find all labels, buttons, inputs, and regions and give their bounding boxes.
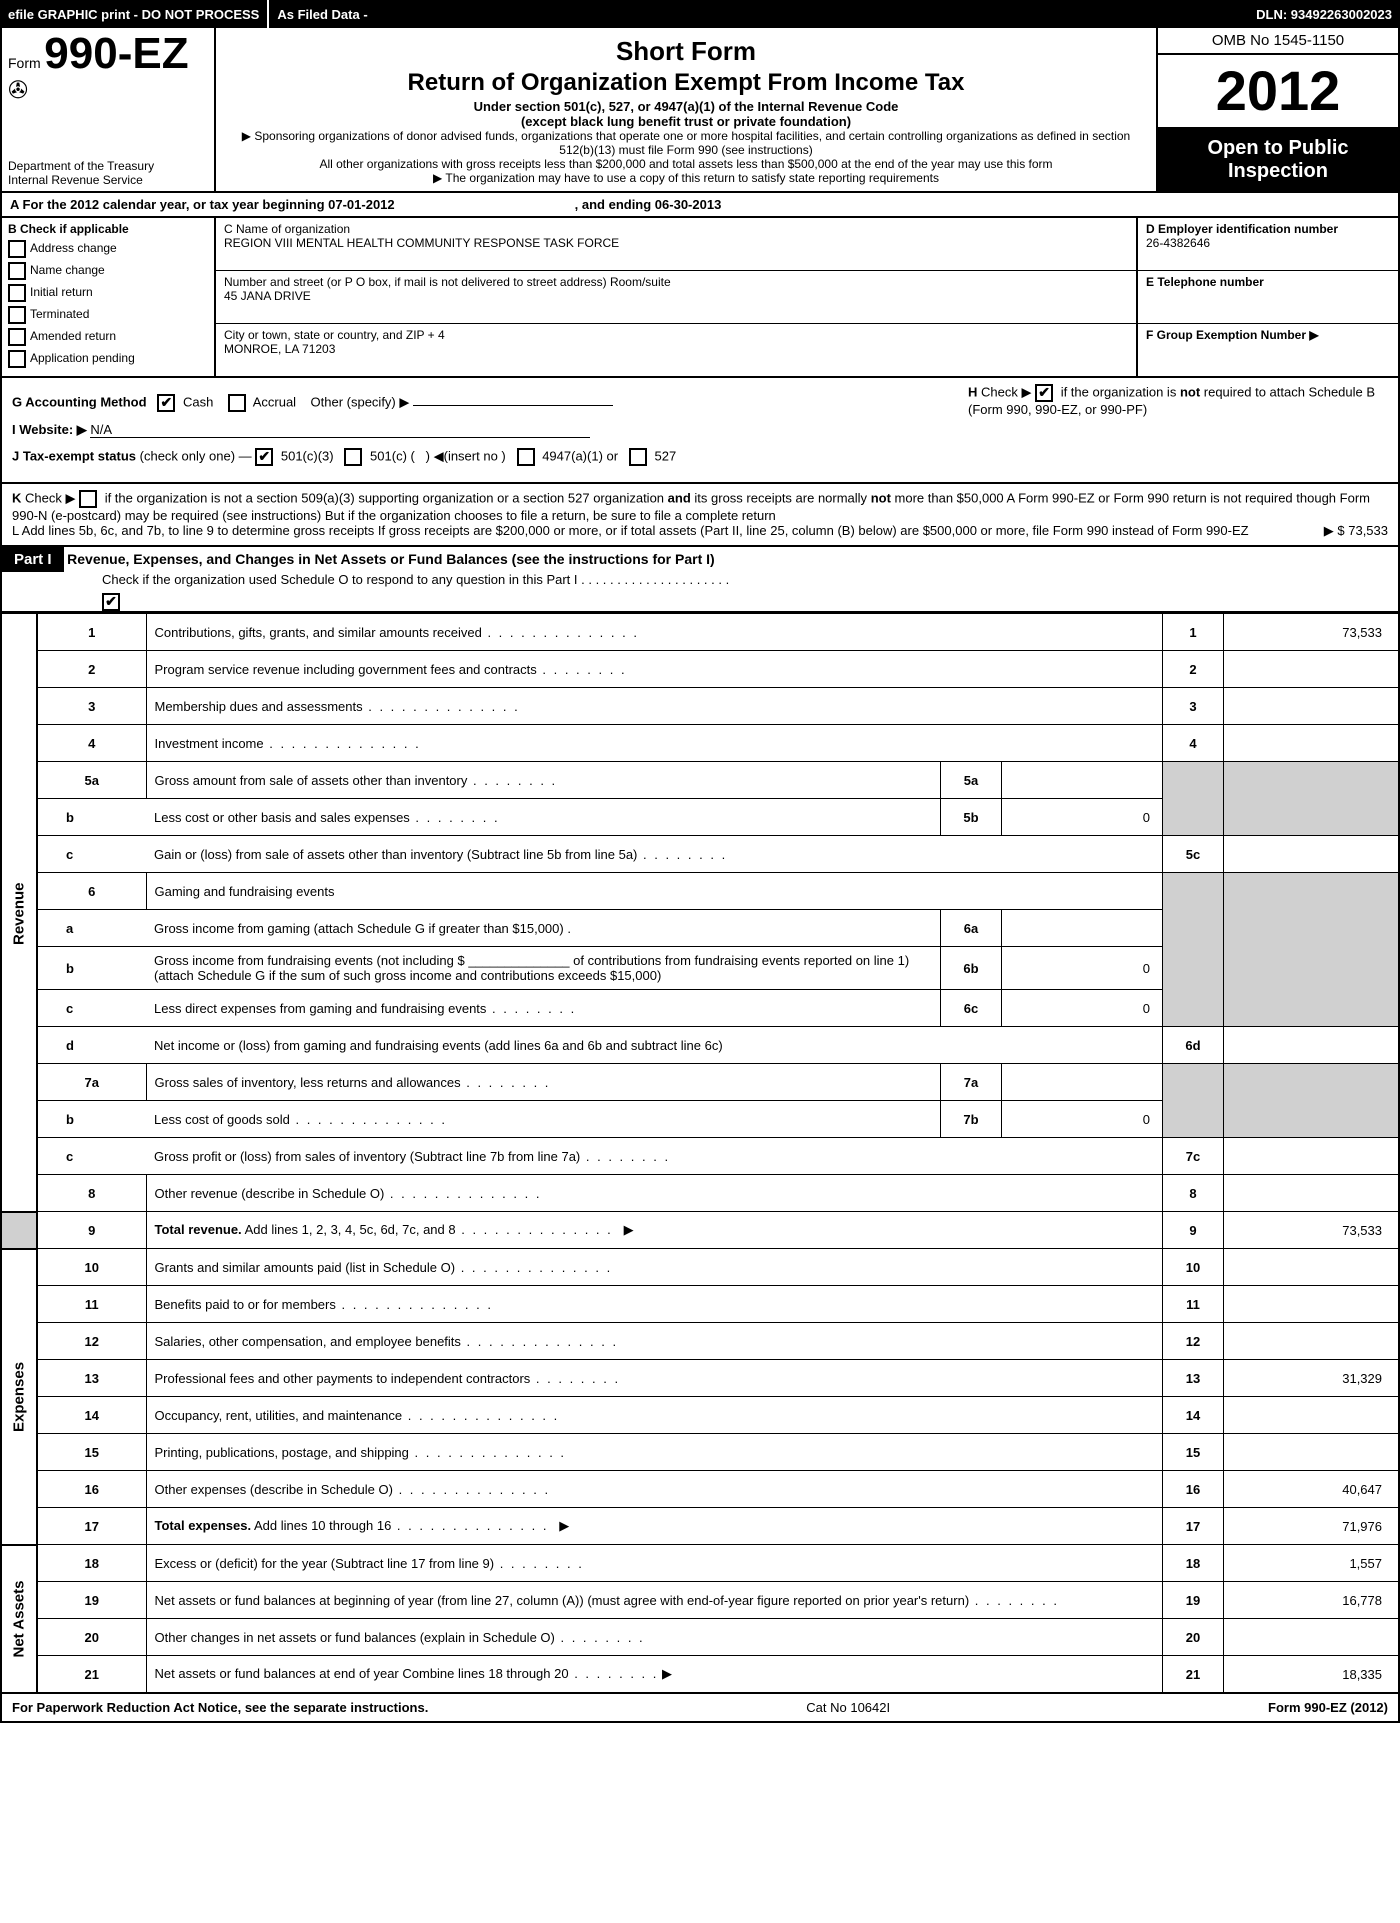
form-label: Form bbox=[8, 55, 41, 71]
dln-label: DLN: 93492263002023 bbox=[1248, 7, 1400, 22]
open-to-public: Open to Public Inspection bbox=[1158, 129, 1398, 191]
line-5b-value: 0 bbox=[1002, 799, 1163, 836]
k-line: K Check ▶ if the organization is not a s… bbox=[12, 490, 1388, 523]
tax-year: 2012 bbox=[1158, 55, 1398, 129]
form-number: 990-EZ bbox=[44, 29, 188, 78]
col-def: D Employer identification number 26-4382… bbox=[1136, 218, 1398, 376]
i-line: I Website: ▶ N/A bbox=[12, 422, 1388, 438]
subtitle-2: (except black lung benefit trust or priv… bbox=[228, 114, 1144, 129]
header-left: Form 990-EZ ✇ Department of the Treasury… bbox=[2, 28, 216, 191]
subtitle-1: Under section 501(c), 527, or 4947(a)(1)… bbox=[228, 99, 1144, 114]
j-line: J Tax-exempt status (check only one) — ✔… bbox=[12, 448, 1388, 466]
chk-cash[interactable]: ✔ bbox=[157, 394, 175, 412]
line-2-value bbox=[1224, 651, 1400, 688]
irs-label: Internal Revenue Service bbox=[8, 173, 208, 187]
c-name-label: C Name of organization bbox=[224, 222, 1128, 236]
part-i-desc: Check if the organization used Schedule … bbox=[2, 572, 1398, 593]
line-a-end: , and ending 06-30-2013 bbox=[575, 197, 722, 212]
part-i-title: Revenue, Expenses, and Changes in Net As… bbox=[67, 547, 723, 571]
chk-501c3[interactable]: ✔ bbox=[255, 448, 273, 466]
chk-terminated[interactable] bbox=[8, 306, 26, 324]
main-title: Return of Organization Exempt From Incom… bbox=[228, 69, 1144, 97]
part-i-header: Part I Revenue, Expenses, and Changes in… bbox=[0, 547, 1400, 613]
chk-501c[interactable] bbox=[344, 448, 362, 466]
c-city-label: City or town, state or country, and ZIP … bbox=[224, 328, 1128, 342]
chk-amended-return[interactable] bbox=[8, 328, 26, 346]
line-6c-value: 0 bbox=[1002, 990, 1163, 1027]
fine-1: ▶ Sponsoring organizations of donor advi… bbox=[228, 129, 1144, 157]
efile-label: efile GRAPHIC print - DO NOT PROCESS bbox=[0, 7, 267, 22]
fine-2: All other organizations with gross recei… bbox=[228, 157, 1144, 171]
short-form-title: Short Form bbox=[228, 36, 1144, 67]
chk-accrual[interactable] bbox=[228, 394, 246, 412]
org-name: REGION VIII MENTAL HEALTH COMMUNITY RESP… bbox=[224, 236, 1128, 250]
paperwork-reduction: For Paperwork Reduction Act Notice, see … bbox=[12, 1700, 428, 1715]
chk-name-change[interactable] bbox=[8, 262, 26, 280]
cat-no: Cat No 10642I bbox=[806, 1700, 890, 1715]
d-label: D Employer identification number bbox=[1146, 222, 1390, 236]
l-line: L Add lines 5b, 6c, and 7b, to line 9 to… bbox=[12, 523, 1388, 539]
form-header: Form 990-EZ ✇ Department of the Treasury… bbox=[0, 28, 1400, 193]
line-6b-value: 0 bbox=[1002, 947, 1163, 990]
form-990ez-year: Form 990-EZ (2012) bbox=[1268, 1700, 1388, 1715]
chk-application-pending[interactable] bbox=[8, 350, 26, 368]
col-b: B Check if applicable Address change Nam… bbox=[2, 218, 216, 376]
part-i-label: Part I bbox=[2, 547, 64, 572]
line-13-value: 31,329 bbox=[1224, 1360, 1400, 1397]
expenses-label: Expenses bbox=[1, 1249, 37, 1545]
omb-number: OMB No 1545-1150 bbox=[1158, 28, 1398, 55]
line-16-value: 40,647 bbox=[1224, 1471, 1400, 1508]
ein-value: 26-4382646 bbox=[1146, 236, 1390, 250]
e-label: E Telephone number bbox=[1146, 275, 1390, 289]
header-right: OMB No 1545-1150 2012 Open to Public Ins… bbox=[1156, 28, 1398, 191]
line-1-value: 73,533 bbox=[1224, 614, 1400, 651]
chk-h[interactable]: ✔ bbox=[1035, 384, 1053, 402]
l-amount: ▶ $ 73,533 bbox=[1324, 523, 1388, 539]
website-value: N/A bbox=[90, 422, 590, 438]
line-17-value: 71,976 bbox=[1224, 1508, 1400, 1545]
chk-k[interactable] bbox=[79, 490, 97, 508]
klm-section: K Check ▶ if the organization is not a s… bbox=[0, 484, 1400, 547]
f-label: F Group Exemption Number ▶ bbox=[1146, 328, 1390, 342]
header-center: Short Form Return of Organization Exempt… bbox=[216, 28, 1156, 191]
main-table: Revenue 1 Contributions, gifts, grants, … bbox=[0, 613, 1400, 1694]
col-b-title: B Check if applicable bbox=[8, 222, 208, 236]
h-block: H Check ▶ ✔ if the organization is not r… bbox=[968, 384, 1388, 417]
ghi-section: H Check ▶ ✔ if the organization is not r… bbox=[0, 378, 1400, 484]
dept-treasury: Department of the Treasury bbox=[8, 159, 208, 173]
line-a-begin: A For the 2012 calendar year, or tax yea… bbox=[10, 197, 395, 212]
section-bcdef: B Check if applicable Address change Nam… bbox=[0, 218, 1400, 378]
line-19-value: 16,778 bbox=[1224, 1582, 1400, 1619]
chk-initial-return[interactable] bbox=[8, 284, 26, 302]
line-a: A For the 2012 calendar year, or tax yea… bbox=[0, 193, 1400, 218]
revenue-label: Revenue bbox=[1, 614, 37, 1212]
line-21-value: 18,335 bbox=[1224, 1656, 1400, 1694]
org-city: MONROE, LA 71203 bbox=[224, 342, 1128, 356]
asfiled-label: As Filed Data - bbox=[267, 0, 375, 28]
netassets-label: Net Assets bbox=[1, 1545, 37, 1694]
org-street: 45 JANA DRIVE bbox=[224, 289, 1128, 303]
line-9-value: 73,533 bbox=[1224, 1212, 1400, 1249]
chk-4947[interactable] bbox=[517, 448, 535, 466]
chk-part-i-schedule-o[interactable]: ✔ bbox=[102, 593, 120, 611]
c-street-label: Number and street (or P O box, if mail i… bbox=[224, 275, 1128, 289]
fine-3: ▶ The organization may have to use a cop… bbox=[228, 171, 1144, 185]
footer: For Paperwork Reduction Act Notice, see … bbox=[0, 1694, 1400, 1723]
line-7b-value: 0 bbox=[1002, 1101, 1163, 1138]
line-18-value: 1,557 bbox=[1224, 1545, 1400, 1582]
chk-527[interactable] bbox=[629, 448, 647, 466]
chk-address-change[interactable] bbox=[8, 240, 26, 258]
topbar: efile GRAPHIC print - DO NOT PROCESS As … bbox=[0, 0, 1400, 28]
col-c: C Name of organization REGION VIII MENTA… bbox=[216, 218, 1136, 376]
